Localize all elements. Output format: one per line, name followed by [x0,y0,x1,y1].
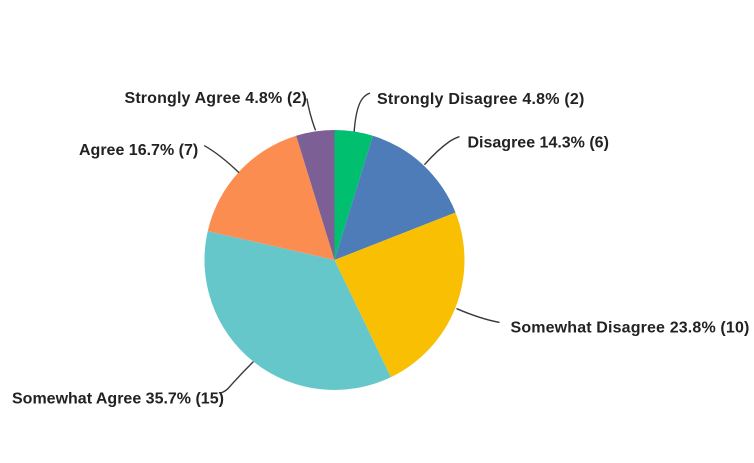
svg-text:Disagree 14.3% (6): Disagree 14.3% (6) [468,135,609,152]
svg-text:Somewhat Agree 35.7% (15): Somewhat Agree 35.7% (15) [12,391,224,408]
svg-text:Strongly Agree 4.8% (2): Strongly Agree 4.8% (2) [125,90,307,107]
svg-text:Strongly Disagree 4.8% (2): Strongly Disagree 4.8% (2) [377,91,585,108]
svg-text:Somewhat Disagree 23.8% (10): Somewhat Disagree 23.8% (10) [511,320,750,337]
svg-text:Agree 16.7% (7): Agree 16.7% (7) [79,142,198,159]
